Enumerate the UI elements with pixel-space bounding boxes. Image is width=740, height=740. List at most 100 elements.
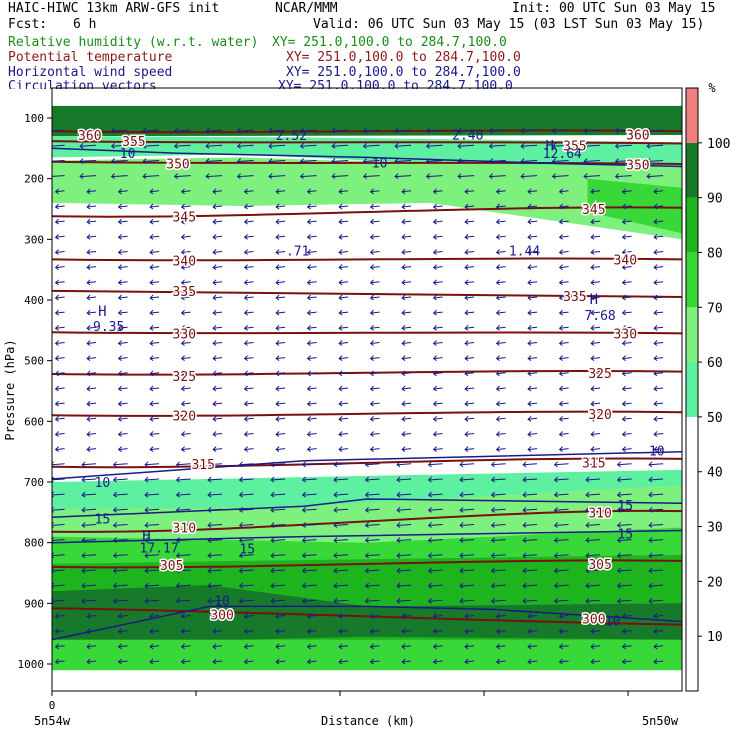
y-tick-label: 400 <box>24 294 44 307</box>
circulation-vector <box>432 446 443 453</box>
theta-label: 350 <box>626 159 649 174</box>
circulation-vector <box>81 491 97 498</box>
circulation-vector <box>212 294 223 301</box>
circulation-vector <box>401 613 412 619</box>
wind-label: 10 <box>372 156 388 171</box>
field-rh-name: Relative humidity (w.r.t. water) <box>8 35 259 50</box>
circulation-vector <box>306 613 317 619</box>
circulation-vector <box>621 203 632 210</box>
circulation-vector <box>338 355 349 362</box>
circulation-vector <box>180 370 191 377</box>
theta-label: 340 <box>614 253 637 268</box>
circulation-vector <box>243 324 254 331</box>
circulation-vector <box>457 158 475 164</box>
circulation-vector <box>621 385 632 392</box>
circulation-vector <box>621 446 632 453</box>
circulation-vector <box>117 385 128 392</box>
circulation-vector <box>275 233 286 240</box>
circulation-vector <box>621 613 632 619</box>
circulation-vector <box>86 446 97 453</box>
circulation-vector <box>149 446 160 453</box>
y-tick-label: 500 <box>24 355 44 368</box>
circulation-vector <box>432 264 443 271</box>
circulation-vector <box>432 400 443 407</box>
circulation-vector <box>590 233 601 240</box>
circulation-vector <box>54 279 65 286</box>
circulation-vector <box>149 309 160 316</box>
circulation-vector <box>180 340 191 346</box>
circulation-vector <box>648 522 664 528</box>
circulation-vector <box>52 491 65 498</box>
circulation-vector <box>621 628 632 635</box>
circulation-vector <box>117 188 128 195</box>
circulation-vector <box>212 233 223 240</box>
circulation-vector <box>488 158 506 164</box>
circulation-vector <box>464 658 475 665</box>
circulation-vector <box>54 309 65 316</box>
circulation-vector <box>333 506 349 513</box>
forecast-label: Fcst: <box>8 17 48 32</box>
circulation-vector <box>459 597 475 604</box>
circulation-vector <box>86 218 97 225</box>
circulation-vector <box>653 249 664 255</box>
circulation-vector <box>369 370 380 377</box>
circulation-vector <box>306 415 317 422</box>
circulation-vector <box>590 355 601 362</box>
circulation-vector <box>149 658 160 665</box>
circulation-vector <box>653 324 664 331</box>
circulation-vector <box>268 142 286 149</box>
circulation-vector <box>180 415 191 422</box>
theta-340-contour <box>52 257 682 262</box>
circulation-vector <box>621 643 632 650</box>
circulation-vector <box>243 218 254 225</box>
circulation-vector <box>585 537 601 544</box>
circulation-vector <box>142 173 160 180</box>
circulation-vector <box>585 491 601 498</box>
colorbar-tick-label: 70 <box>707 301 723 316</box>
circulation-vector <box>558 203 569 210</box>
circulation-vector <box>112 597 128 604</box>
circulation-vector <box>306 340 317 346</box>
circulation-vector <box>175 461 191 468</box>
circulation-vector <box>110 127 128 134</box>
circulation-vector <box>464 264 475 271</box>
circulation-vector <box>585 522 601 528</box>
circulation-vector <box>243 309 254 316</box>
circulation-vector <box>364 491 380 498</box>
circulation-vector <box>173 142 191 149</box>
colorbar-segment <box>686 197 698 253</box>
colorbar-tick-label: 80 <box>707 247 723 262</box>
circulation-vector <box>54 294 65 301</box>
circulation-vector <box>369 309 380 316</box>
circulation-vector <box>275 415 286 422</box>
circulation-vector <box>522 552 538 559</box>
circulation-vector <box>551 127 569 134</box>
circulation-vector <box>207 597 223 604</box>
circulation-vector <box>490 582 506 589</box>
circulation-vector <box>464 218 475 225</box>
circulation-vector <box>270 491 286 498</box>
circulation-vector <box>243 658 254 665</box>
theta-label: 345 <box>582 203 605 218</box>
circulation-vector <box>144 506 160 513</box>
y-tick-label: 700 <box>24 476 44 489</box>
circulation-vector <box>653 309 664 316</box>
circulation-vector <box>54 340 65 346</box>
circulation-vector <box>144 567 160 574</box>
circulation-vector <box>243 264 254 271</box>
circulation-vector <box>553 567 569 574</box>
circulation-vector <box>464 400 475 407</box>
circulation-vector <box>79 127 97 134</box>
circulation-vector <box>648 506 664 513</box>
circulation-vector <box>301 597 317 604</box>
circulation-vector <box>362 142 380 149</box>
circulation-vector <box>646 173 664 180</box>
circulation-vector <box>207 552 223 559</box>
circulation-vector <box>243 355 254 362</box>
circulation-vector <box>275 309 286 316</box>
circulation-vector <box>212 218 223 225</box>
circulation-vector <box>616 491 632 498</box>
model-title: HAIC-HIWC 13km ARW-GFS init <box>8 1 220 16</box>
circulation-vector <box>54 385 65 392</box>
theta-label: 345 <box>173 210 196 225</box>
